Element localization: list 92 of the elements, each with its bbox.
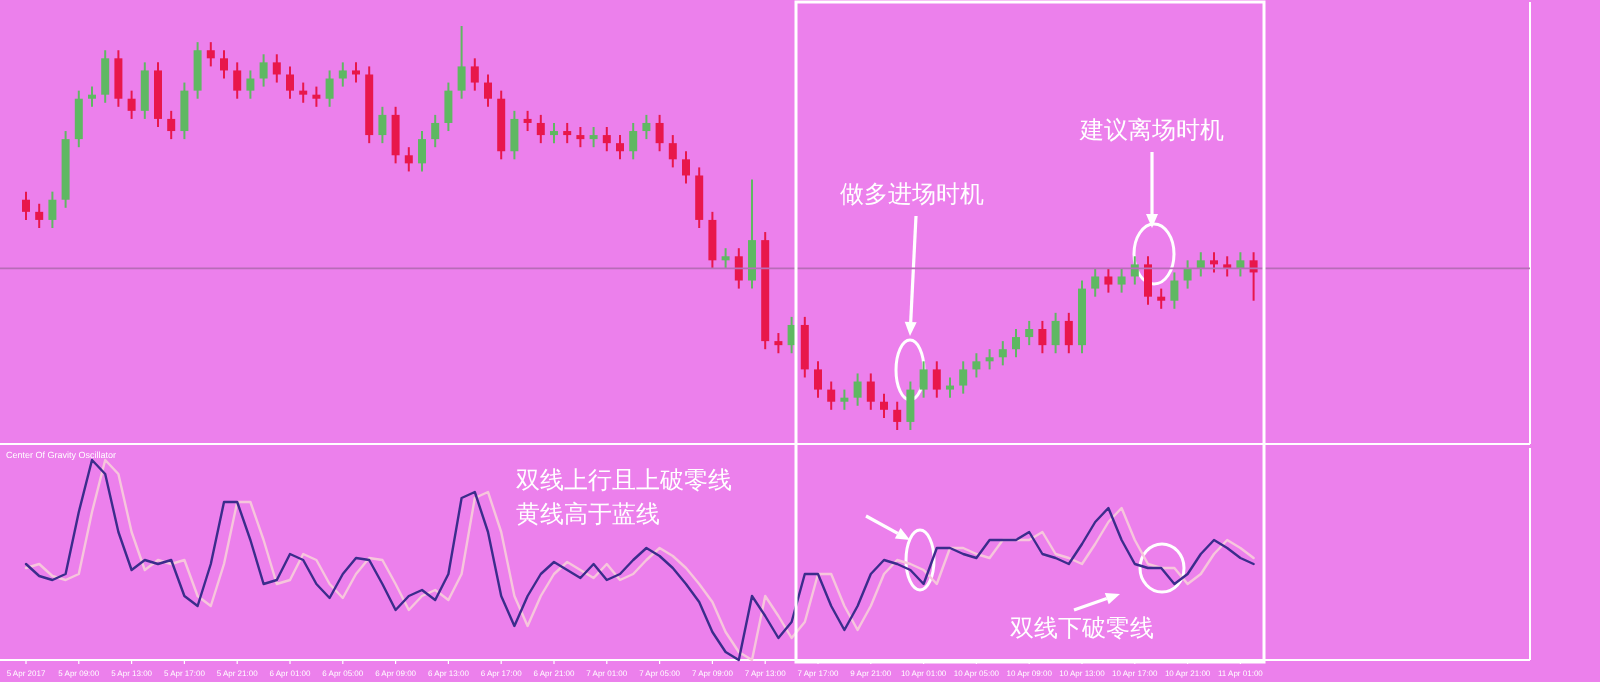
candlestick: [550, 121, 558, 145]
annotation: 双线上行且上破零线: [516, 466, 732, 494]
candlestick: [1210, 251, 1218, 274]
candlestick: [1223, 255, 1232, 278]
candlestick: [391, 105, 400, 165]
candlestick: [589, 126, 598, 149]
candlestick: [114, 49, 123, 108]
candlestick: [563, 121, 572, 145]
candlestick: [536, 113, 545, 145]
candlestick: [998, 340, 1007, 367]
candlestick: [906, 380, 915, 431]
candlestick: [655, 113, 664, 153]
candlestick: [1144, 255, 1152, 306]
candlestick: [127, 89, 136, 120]
candlestick: [721, 247, 730, 270]
candlestick: [259, 53, 268, 88]
candlestick: [1236, 251, 1245, 278]
candlestick: [470, 57, 479, 92]
candlestick: [35, 202, 44, 229]
candlestick: [1038, 319, 1047, 355]
candlestick: [800, 315, 809, 379]
candlestick: [312, 85, 321, 108]
candlestick: [616, 134, 624, 161]
candlestick: [1025, 319, 1034, 347]
candlestick: [1091, 267, 1100, 298]
candlestick: [682, 150, 690, 185]
candlestick: [193, 41, 202, 100]
candlestick: [866, 372, 875, 411]
candlestick: [418, 130, 426, 173]
candlestick: [774, 332, 783, 355]
candlestick: [299, 81, 308, 104]
candlestick: [1104, 267, 1113, 294]
candlestick: [880, 392, 888, 419]
candlestick: [523, 109, 532, 133]
candlestick: [1249, 251, 1258, 302]
candlestick: [695, 166, 704, 229]
candlestick: [1051, 311, 1060, 355]
candlestick: [510, 109, 519, 161]
candlestick: [431, 113, 440, 149]
candlestick: [946, 376, 954, 399]
candlestick: [206, 41, 215, 68]
candlestick: [22, 190, 30, 221]
candlestick: [1183, 259, 1192, 290]
candlestick: [893, 400, 902, 431]
candlestick: [272, 53, 281, 84]
candlestick: [1117, 267, 1126, 294]
candlestick: [404, 146, 413, 173]
candlestick: [1157, 287, 1166, 310]
candlestick: [484, 73, 492, 108]
candlestick: [1196, 251, 1205, 278]
candlestick: [1012, 328, 1020, 359]
candlestick: [74, 89, 83, 149]
candlestick: [140, 61, 149, 120]
candlestick: [48, 190, 57, 229]
annotation: 做多进场时机: [840, 180, 984, 208]
annotation: 黄线高于蓝线: [516, 500, 660, 528]
candlestick: [325, 69, 334, 108]
candlestick: [602, 126, 611, 153]
candlestick: [708, 210, 717, 270]
candlestick: [378, 105, 387, 145]
candlestick: [352, 61, 360, 84]
candlestick: [1170, 271, 1179, 310]
candlestick: [919, 360, 928, 399]
candlestick: [629, 121, 638, 161]
candlestick: [1064, 311, 1073, 355]
candlestick: [246, 69, 255, 100]
candlestick: [668, 134, 677, 169]
candlestick: [233, 61, 242, 100]
candlestick: [444, 81, 453, 133]
candlestick: [286, 65, 294, 100]
candlestick: [840, 388, 849, 411]
candlestick: [734, 247, 743, 290]
candlestick: [985, 348, 994, 371]
candlestick: [959, 360, 968, 395]
candlestick: [220, 49, 228, 80]
candlestick: [932, 360, 941, 399]
candlestick: [338, 61, 347, 88]
candlestick: [642, 113, 651, 141]
candlestick: [576, 126, 585, 149]
candlestick: [457, 25, 466, 100]
candlestick: [748, 178, 756, 290]
candlestick: [972, 352, 981, 379]
candlestick: [101, 49, 110, 104]
candlestick: [88, 85, 96, 108]
annotation: 双线下破零线: [1010, 614, 1154, 642]
candlestick: [1130, 255, 1139, 286]
annotation: 建议离场时机: [1078, 116, 1224, 144]
candlestick: [167, 109, 176, 141]
candlestick: [814, 360, 822, 399]
candlestick: [853, 372, 862, 407]
candlestick: [180, 81, 189, 141]
candlestick: [827, 380, 836, 411]
